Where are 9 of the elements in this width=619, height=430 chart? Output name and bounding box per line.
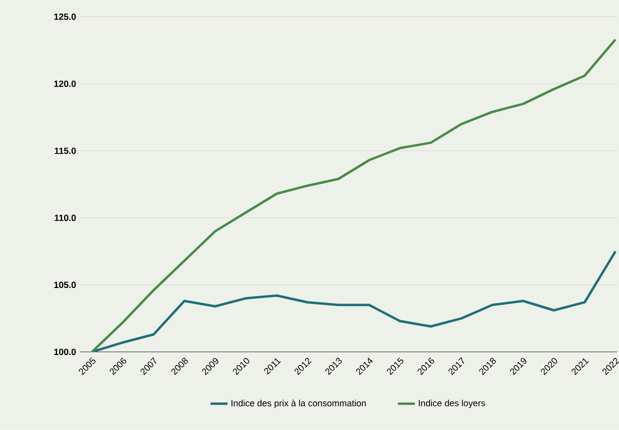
y-tick-label: 105.0 (54, 282, 76, 288)
y-tick-label: 110.0 (54, 214, 76, 222)
y-tick-label: 125.0 (54, 14, 76, 20)
line-series (90, 38, 617, 352)
y-tick-label: 100.0 (54, 348, 76, 356)
legend-label: Indice des loyers (418, 400, 486, 408)
legend-label: Indice des prix à la consommation (232, 400, 366, 408)
y-tick-label: 115.0 (54, 148, 76, 154)
y-tick-label: 120.0 (54, 80, 76, 87)
